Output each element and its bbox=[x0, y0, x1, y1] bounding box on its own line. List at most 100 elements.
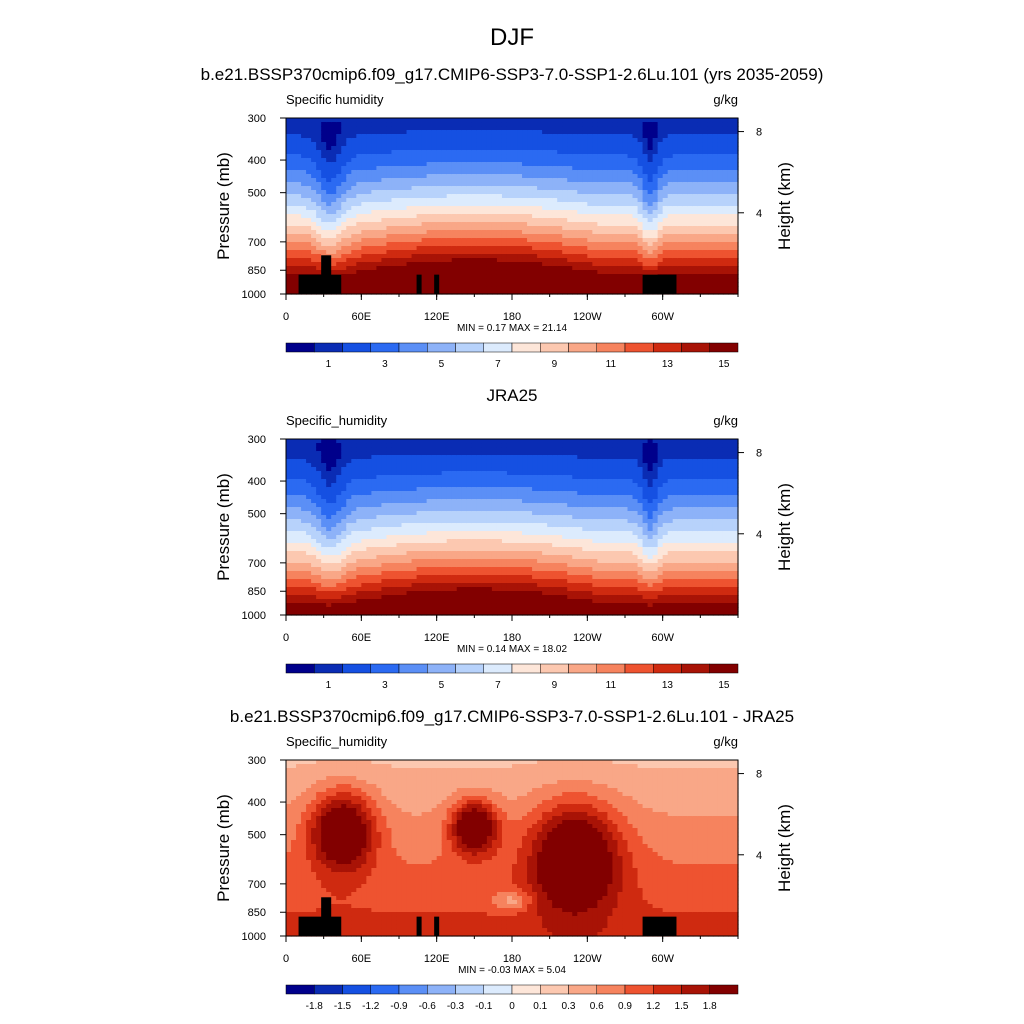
field-cell bbox=[466, 250, 473, 255]
field-cell bbox=[577, 214, 583, 219]
field-cell bbox=[597, 170, 603, 175]
field-cell bbox=[301, 451, 307, 456]
field-cell bbox=[401, 254, 408, 259]
field-cell bbox=[306, 238, 312, 243]
field-cell bbox=[456, 270, 463, 275]
field-cell bbox=[391, 214, 398, 219]
field-cell bbox=[466, 278, 473, 283]
field-cell bbox=[632, 210, 639, 215]
field-cell bbox=[386, 551, 393, 556]
field-cell bbox=[707, 154, 714, 159]
field-cell bbox=[532, 238, 538, 243]
field-cell bbox=[301, 162, 307, 167]
field-cell bbox=[386, 162, 393, 167]
field-cell bbox=[376, 242, 383, 247]
field-cell bbox=[622, 122, 629, 127]
field-cell bbox=[506, 266, 513, 271]
field-cell bbox=[572, 146, 578, 151]
field-cell bbox=[296, 142, 302, 147]
field-cell bbox=[291, 491, 297, 496]
field-cell bbox=[301, 242, 307, 247]
field-cell bbox=[471, 274, 478, 279]
colorbar-label: 3 bbox=[382, 359, 388, 370]
field-cell bbox=[361, 190, 367, 195]
field-cell bbox=[622, 282, 629, 287]
field-cell bbox=[647, 270, 654, 275]
field-cell bbox=[361, 158, 367, 163]
field-cell bbox=[697, 266, 704, 271]
field-cell bbox=[466, 194, 473, 199]
field-cell bbox=[421, 118, 428, 123]
field-cell bbox=[496, 246, 503, 251]
field-cell bbox=[376, 174, 383, 179]
field-cell bbox=[496, 122, 503, 127]
field-cell bbox=[607, 226, 614, 231]
field-cell bbox=[301, 463, 307, 468]
field-cell bbox=[652, 222, 659, 227]
field-cell bbox=[416, 238, 423, 243]
field-cell bbox=[717, 270, 724, 275]
field-cell bbox=[461, 238, 468, 243]
field-cell bbox=[697, 238, 704, 243]
field-cell bbox=[306, 515, 312, 520]
field-cell bbox=[466, 126, 473, 131]
field-cell bbox=[311, 146, 317, 151]
field-cell bbox=[331, 567, 337, 572]
field-cell bbox=[496, 134, 503, 139]
field-cell bbox=[697, 250, 704, 255]
field-cell bbox=[346, 158, 352, 163]
field-cell bbox=[316, 146, 322, 151]
field-cell bbox=[296, 599, 302, 604]
field-cell bbox=[727, 122, 734, 127]
field-cell bbox=[672, 250, 679, 255]
field-cell bbox=[506, 190, 513, 195]
field-cell bbox=[547, 266, 553, 271]
field-cell bbox=[637, 250, 644, 255]
field-cell bbox=[361, 583, 367, 588]
field-cell bbox=[466, 122, 473, 127]
field-cell bbox=[672, 246, 679, 251]
field-cell bbox=[336, 242, 342, 247]
field-cell bbox=[687, 134, 694, 139]
field-cell bbox=[326, 467, 332, 472]
field-cell bbox=[471, 210, 478, 215]
field-cell bbox=[326, 182, 332, 187]
field-cell bbox=[476, 282, 483, 287]
field-cell bbox=[351, 266, 357, 271]
field-cell bbox=[371, 567, 377, 572]
field-cell bbox=[622, 222, 629, 227]
field-cell bbox=[291, 551, 297, 556]
field-cell bbox=[391, 471, 398, 476]
field-cell bbox=[527, 282, 533, 287]
field-cell bbox=[542, 122, 548, 127]
field-cell bbox=[657, 158, 664, 163]
field-cell bbox=[697, 162, 704, 167]
field-cell bbox=[356, 166, 362, 171]
field-cell bbox=[346, 266, 352, 271]
field-cell bbox=[331, 210, 337, 215]
field-cell bbox=[672, 262, 679, 267]
field-cell bbox=[411, 254, 418, 259]
field-cell bbox=[366, 222, 372, 227]
field-cell bbox=[321, 198, 327, 203]
field-cell bbox=[321, 479, 327, 484]
field-cell bbox=[682, 230, 689, 235]
field-cell bbox=[316, 138, 322, 143]
field-cell bbox=[476, 266, 483, 271]
field-cell bbox=[286, 230, 292, 235]
field-cell bbox=[341, 579, 347, 584]
field-cell bbox=[326, 519, 332, 524]
field-cell bbox=[291, 174, 297, 179]
field-cell bbox=[627, 258, 634, 263]
field-cell bbox=[361, 555, 367, 560]
field-cell bbox=[286, 503, 292, 508]
field-cell bbox=[722, 182, 729, 187]
field-cell bbox=[361, 491, 367, 496]
field-cell bbox=[642, 178, 649, 183]
field-cell bbox=[567, 126, 573, 131]
field-cell bbox=[376, 567, 383, 572]
field-cell bbox=[637, 126, 644, 131]
field-cell bbox=[547, 222, 553, 227]
field-cell bbox=[587, 270, 593, 275]
field-cell bbox=[441, 158, 448, 163]
